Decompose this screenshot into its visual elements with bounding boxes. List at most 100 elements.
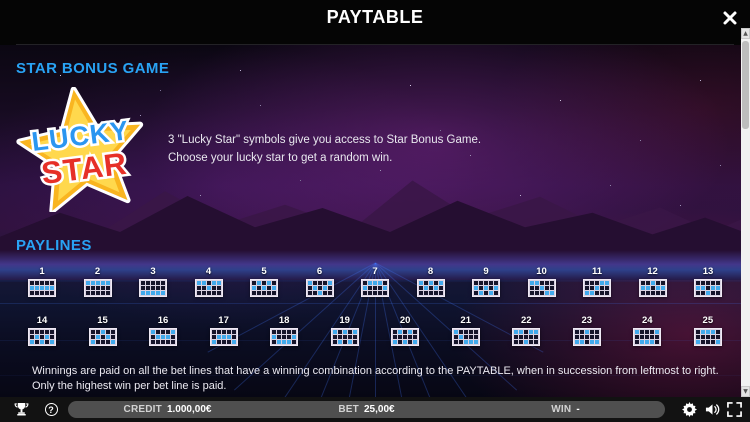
payline-cell xyxy=(706,281,710,285)
payline-cell xyxy=(645,340,650,344)
scrollbar-thumb[interactable] xyxy=(742,41,749,129)
payline-cell xyxy=(585,281,589,285)
winnings-note: Winnings are paid on all the bet lines t… xyxy=(32,365,719,392)
scrollbar-down-arrow[interactable]: ▼ xyxy=(741,386,750,397)
payline-cell xyxy=(549,281,554,285)
scrollbar[interactable]: ▲ ▼ xyxy=(741,28,750,397)
payline-cell xyxy=(696,286,700,290)
payline-cell xyxy=(100,291,105,295)
scrollbar-up-arrow[interactable]: ▲ xyxy=(741,28,750,39)
payline-cell xyxy=(605,286,609,290)
payline-cell xyxy=(484,286,488,290)
payline-grid xyxy=(209,328,238,346)
payline-cell xyxy=(262,281,266,285)
payline-cell xyxy=(594,335,599,339)
payline-cell xyxy=(539,281,544,285)
payline-cell xyxy=(347,335,352,339)
payline-cell xyxy=(231,335,236,339)
payline-cell xyxy=(458,335,463,339)
payline-cell xyxy=(660,286,665,290)
sound-button[interactable] xyxy=(703,401,721,418)
payline-cell xyxy=(438,291,443,295)
payline-cell xyxy=(272,335,277,339)
payline-cell xyxy=(706,286,710,290)
trophy-button[interactable] xyxy=(12,401,30,418)
payline-cell xyxy=(337,335,342,339)
payline-cell xyxy=(696,291,700,295)
close-button[interactable] xyxy=(720,8,740,28)
payline-cell xyxy=(579,340,584,344)
bet-label: BET xyxy=(338,404,359,415)
payline-cell xyxy=(408,340,413,344)
payline-cell xyxy=(418,281,423,285)
payline-cell xyxy=(458,330,463,334)
credit-display: CREDIT 1.000,00€ xyxy=(68,404,267,415)
payline-cell xyxy=(156,340,161,344)
payline-cell xyxy=(378,281,382,285)
payline-cell xyxy=(267,281,271,285)
grid-line xyxy=(375,263,376,422)
payline-cell xyxy=(146,286,150,290)
win-display: WIN - xyxy=(466,404,665,415)
payline-cell xyxy=(590,291,594,295)
payline-cell xyxy=(383,291,387,295)
payline-grid xyxy=(149,328,178,346)
payline-cell xyxy=(206,291,211,295)
payline-cell xyxy=(201,286,206,290)
payline-cell xyxy=(640,340,645,344)
payline-cell xyxy=(146,281,150,285)
payline-cell xyxy=(650,286,655,290)
settings-button[interactable] xyxy=(680,401,698,418)
payline-22: 22 xyxy=(512,315,541,346)
payline-cell xyxy=(514,335,519,339)
payline-cell xyxy=(710,330,715,334)
payline-cell xyxy=(584,340,589,344)
payline-cell xyxy=(534,281,539,285)
payline-20: 20 xyxy=(391,315,420,346)
payline-cell xyxy=(105,286,110,290)
help-button[interactable]: ? xyxy=(42,401,60,418)
payline-cell xyxy=(393,330,398,334)
payline-2: 2 xyxy=(83,266,112,297)
payline-cell xyxy=(378,291,382,295)
payline-cell xyxy=(705,335,710,339)
payline-cell xyxy=(650,281,655,285)
payline-cell xyxy=(423,286,428,290)
payline-cell xyxy=(166,335,171,339)
payline-cell xyxy=(701,291,705,295)
payline-cell xyxy=(705,330,710,334)
payline-cell xyxy=(322,291,327,295)
payline-cell xyxy=(50,291,54,295)
payline-cell xyxy=(716,286,720,290)
payline-cell xyxy=(544,291,549,295)
payline-cell xyxy=(594,330,599,334)
fullscreen-button[interactable] xyxy=(725,401,743,418)
payline-cell xyxy=(95,286,100,290)
payline-grid xyxy=(693,328,722,346)
payline-cell xyxy=(347,330,352,334)
payline-cell xyxy=(90,286,95,290)
payline-7: 7 xyxy=(361,266,389,297)
payline-cell xyxy=(50,335,54,339)
bonus-description-line1: 3 "Lucky Star" symbols give you access t… xyxy=(168,134,482,146)
payline-1: 1 xyxy=(28,266,56,297)
payline-cell xyxy=(595,281,599,285)
payline-cell xyxy=(701,281,705,285)
payline-cell xyxy=(650,330,655,334)
payline-cell xyxy=(257,281,261,285)
payline-number: 25 xyxy=(702,315,714,326)
payline-cell xyxy=(574,330,579,334)
payline-cell xyxy=(428,286,433,290)
payline-cell xyxy=(398,335,403,339)
payline-cell xyxy=(468,340,473,344)
lucky-star-icon: LUCKY STAR xyxy=(16,86,144,214)
payline-cell xyxy=(352,330,357,334)
payline-cell xyxy=(312,286,317,290)
payline-cell xyxy=(30,281,34,285)
payline-number: 12 xyxy=(647,266,658,277)
payline-cell xyxy=(231,330,236,334)
payline-cell xyxy=(700,330,705,334)
payline-cell xyxy=(716,281,720,285)
payline-cell xyxy=(655,291,660,295)
payline-cell xyxy=(393,340,398,344)
